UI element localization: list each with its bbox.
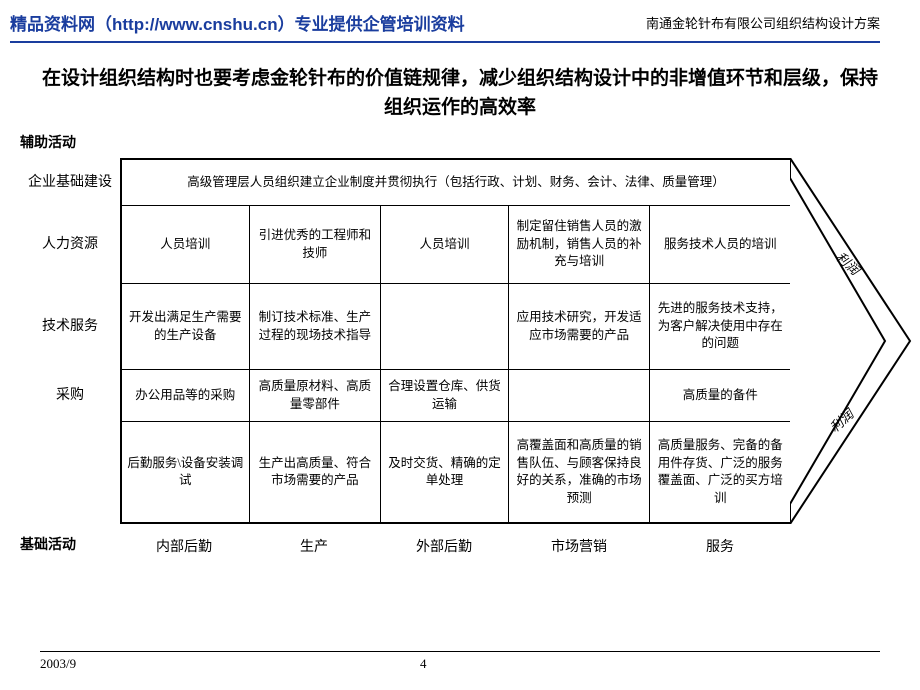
row-labels-column: 企业基础建设 人力资源 技术服务 采购 [20,158,120,524]
cell: 生产出高质量、符合市场需要的产品 [250,422,382,522]
row-label: 采购 [20,368,120,420]
arrow-label-bottom: 利润 [827,405,858,435]
value-chain-table: 高级管理层人员组织建立企业制度并贯彻执行（包括行政、计划、财务、会计、法律、质量… [120,158,790,524]
table-row: 高级管理层人员组织建立企业制度并贯彻执行（包括行政、计划、财务、会计、法律、质量… [122,160,790,206]
bottom-labels: 内部后勤 生产 外部后勤 市场营销 服务 [120,524,790,556]
auxiliary-activities-label: 辅助活动 [20,132,880,152]
cell: 合理设置仓库、供货运输 [381,370,509,421]
cell: 后勤服务\设备安装调试 [122,422,250,522]
header-source: 精品资料网（http://www.cnshu.cn）专业提供企管培训资料 [10,10,465,35]
col-label: 市场营销 [508,536,650,556]
table-row: 人员培训 引进优秀的工程师和技师 人员培训 制定留住销售人员的激励机制，销售人员… [122,206,790,284]
cell-infrastructure: 高级管理层人员组织建立企业制度并贯彻执行（包括行政、计划、财务、会计、法律、质量… [122,160,790,205]
cell: 人员培训 [122,206,250,283]
cell: 引进优秀的工程师和技师 [250,206,382,283]
arrow-label-top: 利润 [833,249,864,279]
col-label: 内部后勤 [120,536,248,556]
cell: 制订技术标准、生产过程的现场技术指导 [250,284,382,369]
table-row: 办公用品等的采购 高质量原材料、高质量零部件 合理设置仓库、供货运输 高质量的备… [122,370,790,422]
table-row: 后勤服务\设备安装调试 生产出高质量、符合市场需要的产品 及时交货、精确的定单处… [122,422,790,522]
cell: 高质量原材料、高质量零部件 [250,370,382,421]
cell: 开发出满足生产需要的生产设备 [122,284,250,369]
col-label: 服务 [650,536,790,556]
base-row: 基础活动 内部后勤 生产 外部后勤 市场营销 服务 [20,524,880,556]
chain-container: 企业基础建设 人力资源 技术服务 采购 高级管理层人员组织建立企业制度并贯彻执行… [20,158,880,524]
table-row: 开发出满足生产需要的生产设备 制订技术标准、生产过程的现场技术指导 应用技术研究… [122,284,790,370]
primary-activities-label: 基础活动 [20,534,120,554]
page-footer: 2003/9 4 [40,651,880,672]
cell: 应用技术研究，开发适应市场需要的产品 [509,284,651,369]
header-doc-title: 南通金轮针布有限公司组织结构设计方案 [646,13,880,32]
col-label: 外部后勤 [380,536,508,556]
value-chain-diagram: 辅助活动 企业基础建设 人力资源 技术服务 采购 高级管理层人员组织建立企业制度… [0,132,920,556]
row-label: 企业基础建设 [20,158,120,204]
row-label [20,420,120,520]
cell: 高质量服务、完备的备用件存货、广泛的服务覆盖面、广泛的买方培训 [650,422,790,522]
footer-date: 2003/9 [40,656,420,672]
footer-page-number: 4 [420,656,427,672]
cell: 及时交货、精确的定单处理 [381,422,509,522]
cell [381,284,509,369]
margin-arrow-icon: 利润 利润 [790,158,920,524]
cell: 服务技术人员的培训 [650,206,790,283]
cell: 高质量的备件 [650,370,790,421]
cell: 人员培训 [381,206,509,283]
row-label: 技术服务 [20,282,120,368]
cell [509,370,651,421]
col-label: 生产 [248,536,380,556]
cell: 高覆盖面和高质量的销售队伍、与顾客保持良好的关系，准确的市场预测 [509,422,651,522]
page-header: 精品资料网（http://www.cnshu.cn）专业提供企管培训资料 南通金… [0,0,920,41]
cell: 制定留住销售人员的激励机制，销售人员的补充与培训 [509,206,651,283]
cell: 先进的服务技术支持，为客户解决使用中存在的问题 [650,284,790,369]
cell: 办公用品等的采购 [122,370,250,421]
page-title: 在设计组织结构时也要考虑金轮针布的价值链规律，减少组织结构设计中的非增值环节和层… [0,43,920,132]
row-label: 人力资源 [20,204,120,282]
